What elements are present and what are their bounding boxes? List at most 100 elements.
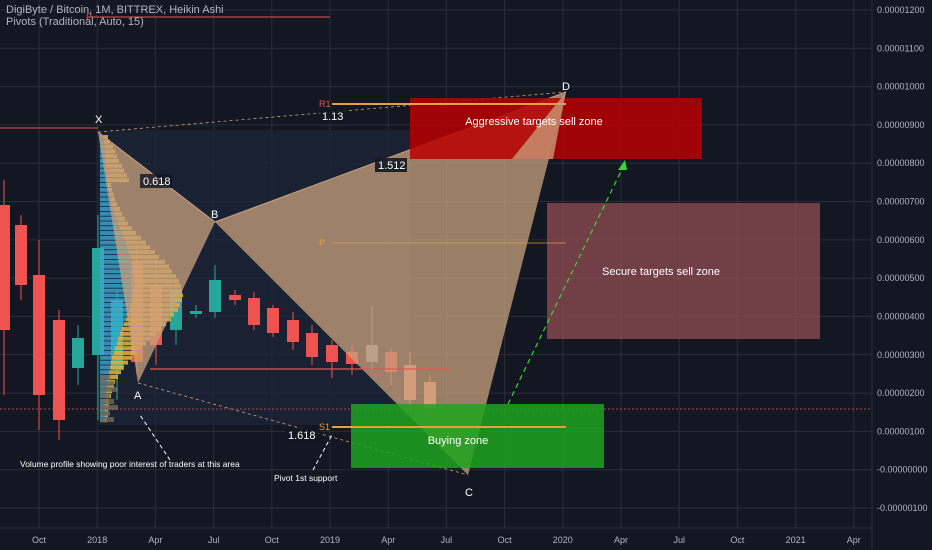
volume-profile-bar-buy — [100, 355, 112, 360]
volume-profile-bar-sell — [109, 370, 121, 375]
y-tick-label: 0.00001200 — [877, 5, 925, 15]
point-x-label: X — [95, 114, 103, 126]
volume-profile-bar-low — [100, 405, 118, 410]
buying-zone-label: Buying zone — [428, 435, 489, 447]
x-tick-label: 2020 — [553, 535, 573, 545]
volume-profile-bar-buy — [100, 202, 112, 207]
point-a-label: A — [134, 390, 142, 402]
volume-profile-bar-low — [100, 375, 110, 380]
y-tick-label: 0.00000900 — [877, 120, 925, 130]
volume-profile-bar-sell — [105, 408, 108, 413]
volume-profile-bar-sell — [107, 384, 114, 389]
y-axis[interactable]: 0.00001200 0.00001100 0.00001000 0.00000900… — [877, 5, 928, 513]
x-axis[interactable]: Oct 2018 Apr Jul Oct 2019 Apr Jul Oct 2020 Apr Jul O… — [32, 535, 861, 545]
volume-profile-bar-buy — [100, 192, 110, 197]
candle-body — [15, 225, 27, 285]
volume-profile-bar-buy — [100, 283, 134, 288]
volume-profile-bar-sell — [108, 375, 118, 379]
indicator-title[interactable]: Pivots (Traditional, Auto, 15) — [6, 16, 144, 28]
volume-profile-bar-buy — [100, 307, 129, 312]
point-c-label: C — [465, 487, 473, 499]
y-tick-label: 0.00000700 — [877, 197, 925, 207]
y-tick-label: 0.00001100 — [877, 43, 924, 53]
volume-profile-bar-buy — [100, 178, 107, 183]
volume-profile-bar-buy — [100, 298, 132, 303]
volume-profile-bar-low — [100, 387, 118, 392]
volume-profile-bar-low — [100, 399, 114, 404]
volume-profile-bar-buy — [100, 221, 118, 226]
pivot-s1-label: S1 — [319, 422, 330, 432]
volume-profile-bar-buy — [100, 250, 129, 255]
volume-profile-bar-buy — [100, 365, 110, 370]
x-tick-label: Jul — [673, 535, 685, 545]
volume-profile-bar-sell — [112, 355, 132, 360]
volume-profile-bar-buy — [100, 336, 118, 341]
volume-profile-bar-buy — [100, 370, 109, 375]
volume-profile-bar-buy — [100, 211, 115, 216]
xab-triangle — [98, 132, 215, 383]
volume-profile-bar-buy — [100, 269, 133, 274]
ratio-1618-text: 1.618 — [288, 430, 316, 442]
candle-body — [72, 338, 84, 368]
volume-profile-bar-sell — [115, 346, 141, 351]
candle-body — [326, 345, 338, 362]
volume-profile-bar-buy — [100, 408, 105, 413]
ratio-1618: 1.618 — [285, 428, 321, 442]
candle-body — [248, 298, 260, 325]
bcd-triangle — [215, 92, 566, 475]
candle-body — [287, 320, 299, 342]
candle-body — [209, 280, 221, 312]
buying-zone[interactable] — [351, 404, 604, 468]
pivot-annotation: Pivot 1st support — [274, 473, 338, 483]
point-b-label: B — [211, 209, 218, 221]
candle-body — [33, 275, 45, 395]
candle-body — [306, 333, 318, 357]
volume-profile-bar-low — [100, 417, 114, 422]
y-tick-label: 0.00000400 — [877, 311, 925, 321]
volume-profile-bar-buy — [100, 341, 117, 346]
projection-arrowhead — [618, 160, 627, 170]
volume-profile-bar-buy — [100, 312, 127, 317]
volume-profile-bar-sell — [104, 135, 108, 139]
volume-profile-bar-low — [100, 411, 110, 416]
volume-profile-bar-sell — [111, 360, 128, 365]
ratio-113-text: 1.13 — [322, 111, 343, 123]
symbol-title[interactable]: DigiByte / Bitcoin, 1M, BITTREX, Heikin … — [6, 4, 224, 16]
volume-profile-bar-buy — [100, 279, 134, 283]
pivot-p-top-label: P — [86, 12, 92, 22]
aggressive-zone-label: Aggressive targets sell zone — [465, 116, 603, 128]
y-tick-label: 0.00000600 — [877, 235, 925, 245]
y-tick-label: 0.00000100 — [877, 426, 925, 436]
pivot-p-label: P — [319, 238, 325, 248]
d-tip — [512, 92, 566, 159]
x-tick-label: Apr — [148, 535, 162, 545]
volume-profile-bar-buy — [100, 207, 114, 211]
volume-profile-bar-buy — [100, 168, 106, 173]
volume-profile-bar-buy — [100, 245, 127, 250]
volume-profile-bar-low — [100, 393, 110, 398]
volume-profile-bar-buy — [100, 317, 126, 322]
volume-annotation-arrow — [139, 414, 171, 461]
y-tick-label: 0.00000300 — [877, 350, 925, 360]
y-tick-label: 0.00000500 — [877, 273, 925, 283]
ratio-113: 1.13 — [320, 109, 348, 123]
candle-body — [53, 320, 65, 420]
candle-body — [229, 295, 241, 300]
ratio-0618: 0.618 — [140, 174, 172, 188]
pivot-annotation-arrow — [312, 432, 334, 471]
volume-profile-bar-buy — [100, 231, 122, 235]
secure-zone-label: Secure targets sell zone — [602, 266, 720, 278]
x-tick-label: Apr — [614, 535, 628, 545]
x-tick-label: Oct — [32, 535, 47, 545]
candle-body — [267, 308, 279, 333]
y-tick-label: -0.00000100 — [877, 503, 928, 513]
volume-profile-bar-sell — [110, 365, 124, 370]
ratio-1512-text: 1.512 — [378, 160, 406, 172]
secure-zone[interactable] — [547, 203, 820, 339]
x-tick-label: Oct — [730, 535, 745, 545]
ratio-1512: 1.512 — [375, 158, 407, 172]
volume-profile-bar-buy — [100, 235, 124, 240]
y-tick-label: 0.00000200 — [877, 388, 925, 398]
volume-profile-bar-buy — [100, 255, 130, 259]
